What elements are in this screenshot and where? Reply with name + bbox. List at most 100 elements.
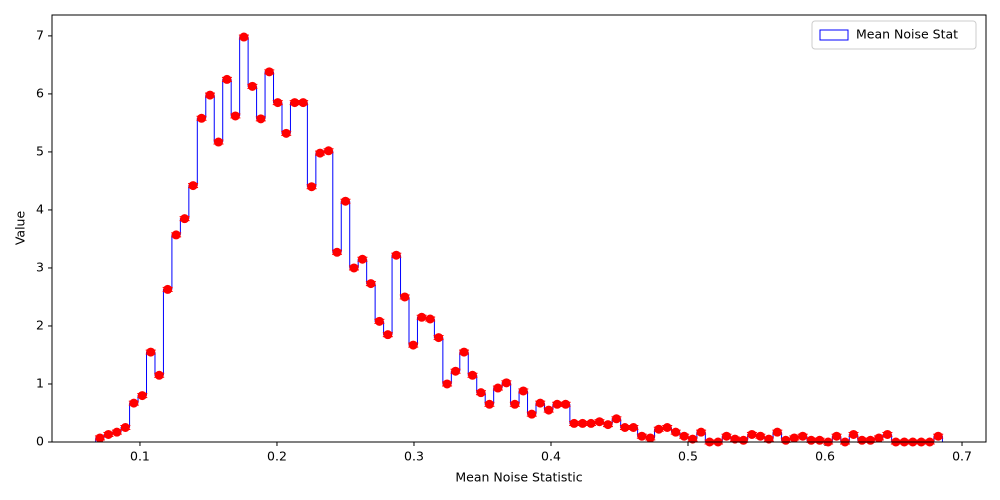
marker [688,434,698,444]
marker [628,422,638,432]
marker [772,427,782,437]
marker [671,427,681,437]
marker [222,74,232,84]
histogram-step [349,201,359,269]
marker [755,431,765,441]
marker [451,366,461,376]
y-tick-label: 1 [36,375,44,390]
y-tick-label: 6 [36,85,44,100]
marker [383,330,393,340]
histogram-step [230,79,240,117]
plot-frame [51,14,987,443]
marker [857,435,867,445]
marker [357,254,367,264]
x-tick-label: 0.4 [541,449,561,464]
marker [696,427,706,437]
marker [391,250,401,260]
marker [332,247,342,257]
marker [459,347,469,357]
histogram-step [281,102,291,134]
histogram-step [196,117,206,186]
marker [171,230,181,240]
histogram-step [289,102,299,134]
marker [578,418,588,428]
legend-label: Mean Noise Stat [856,27,958,42]
marker [315,148,325,158]
x-axis-label: Mean Noise Statistic [455,470,582,485]
histogram-step [408,296,418,346]
marker [273,98,283,108]
marker [832,431,842,441]
marker [340,196,350,206]
marker [764,434,774,444]
marker [239,32,249,42]
marker [849,429,859,439]
marker [561,399,571,409]
marker [230,111,240,121]
marker [738,435,748,445]
marker [662,422,672,432]
marker [400,292,410,302]
histogram-step [391,254,401,335]
marker [484,399,494,409]
marker [137,391,147,401]
marker [324,146,334,156]
marker [205,90,215,100]
marker [493,383,503,393]
marker [476,388,486,398]
x-tick-label: 0.1 [130,449,150,464]
marker [501,378,511,388]
marker [781,435,791,445]
marker [95,433,105,443]
marker [103,429,113,439]
marker [730,434,740,444]
y-tick-label: 4 [36,201,44,216]
x-tick-label: 0.5 [678,449,698,464]
marker [611,414,621,424]
histogram-step [222,78,232,143]
marker [654,424,664,434]
marker [933,431,943,441]
histogram-step [315,152,325,187]
marker [874,433,884,443]
marker [595,417,605,427]
marker [620,422,630,432]
x-tick-label: 0.6 [815,449,835,464]
marker [637,431,647,441]
legend-box [811,20,977,50]
marker [434,333,444,343]
marker [120,422,130,432]
marker [425,314,435,324]
legend-swatch [819,29,849,41]
marker [467,370,477,380]
marker [366,279,376,289]
marker [349,263,359,273]
marker [722,431,732,441]
marker [789,433,799,443]
marker [290,98,300,108]
marker [552,399,562,409]
marker [408,340,418,350]
marker [374,316,384,326]
marker [882,429,892,439]
marker [281,128,291,138]
marker [197,113,207,123]
marker [569,418,579,428]
marker [112,427,122,437]
marker [645,433,655,443]
marker [188,181,198,191]
marker [510,399,520,409]
marker [264,67,274,77]
x-tick-label: 0.3 [404,449,424,464]
marker [518,386,528,396]
marker [747,429,757,439]
x-tick-label: 0.2 [267,449,287,464]
marker [146,347,156,357]
histogram-step [442,337,452,385]
marker [213,137,223,147]
y-tick-label: 5 [36,143,44,158]
marker [442,379,452,389]
marker [586,418,596,428]
marker [180,214,190,224]
